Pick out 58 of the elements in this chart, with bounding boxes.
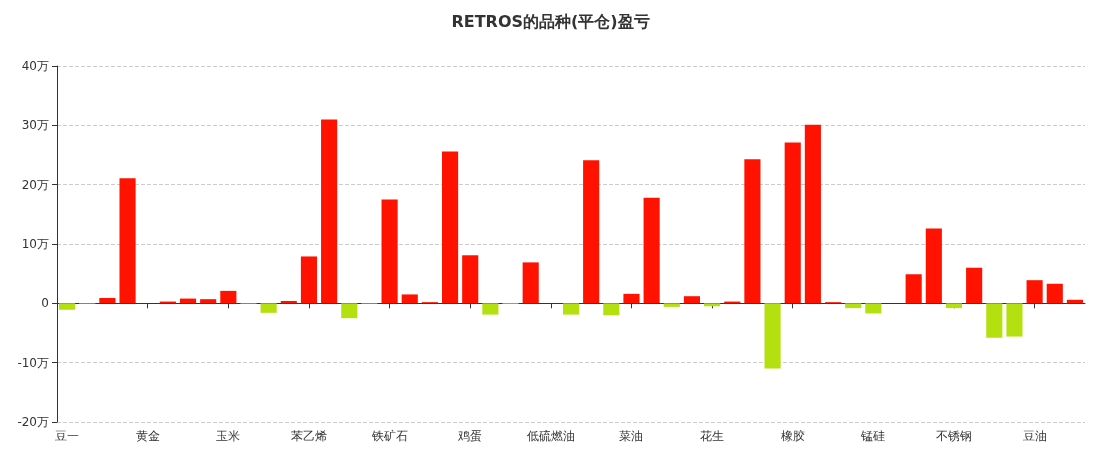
y-tick-label: 40万	[21, 59, 49, 73]
bar	[1006, 303, 1023, 337]
bar	[99, 297, 116, 304]
bar	[522, 262, 539, 304]
bar	[945, 303, 963, 309]
bar	[704, 303, 721, 307]
bar	[341, 303, 358, 319]
bar	[905, 274, 922, 304]
bar	[462, 255, 479, 304]
x-tick-label: 豆油	[1022, 429, 1047, 443]
bar	[865, 303, 882, 314]
bar	[683, 296, 700, 304]
x-tick-label: 锰硅	[860, 429, 886, 443]
bar	[583, 160, 600, 304]
bar	[442, 151, 459, 304]
bar	[482, 303, 499, 315]
x-tick-label: 橡胶	[780, 429, 805, 443]
x-tick-label: 苯乙烯	[290, 429, 327, 443]
x-tick-label: 不锈钢	[935, 429, 972, 443]
chart-title: RETROS的品种(平仓)盈亏	[451, 11, 650, 31]
bar	[845, 303, 862, 309]
y-tick-label: 10万	[21, 237, 49, 251]
bar	[986, 303, 1003, 338]
bar	[966, 267, 983, 304]
bar	[643, 197, 660, 304]
y-tick-label: 0	[41, 296, 49, 311]
x-tick-label: 玉米	[216, 429, 241, 443]
bar	[119, 178, 136, 304]
y-tick-label: -20万	[17, 415, 49, 429]
x-tick-label: 铁矿石	[370, 429, 408, 443]
x-tick-label: 菜油	[619, 429, 644, 443]
y-tick-label: 30万	[21, 118, 49, 133]
bar	[321, 119, 338, 304]
bar	[804, 124, 821, 304]
bar	[764, 303, 781, 369]
bar	[300, 256, 318, 304]
bar	[260, 303, 277, 313]
bar	[623, 293, 640, 304]
x-tick-label: 黄金	[135, 429, 160, 443]
bar	[200, 299, 217, 304]
bar	[401, 294, 418, 304]
bar	[925, 228, 942, 304]
bar	[220, 290, 237, 304]
bar	[562, 303, 580, 315]
x-tick-label: 鸡蛋	[457, 429, 483, 443]
bar	[59, 303, 76, 310]
y-tick-label: -10万	[17, 355, 49, 370]
x-tick-label: 花生	[700, 429, 725, 443]
bar	[744, 159, 761, 304]
bar	[381, 199, 398, 304]
bar	[784, 142, 801, 304]
bar	[1026, 280, 1043, 304]
x-tick-label: 豆一	[55, 429, 80, 443]
bar	[603, 303, 620, 316]
bar	[663, 303, 680, 307]
y-tick-label: 20万	[21, 177, 49, 192]
bar	[1046, 283, 1063, 304]
x-tick-label: 低硫燃油	[526, 429, 575, 443]
